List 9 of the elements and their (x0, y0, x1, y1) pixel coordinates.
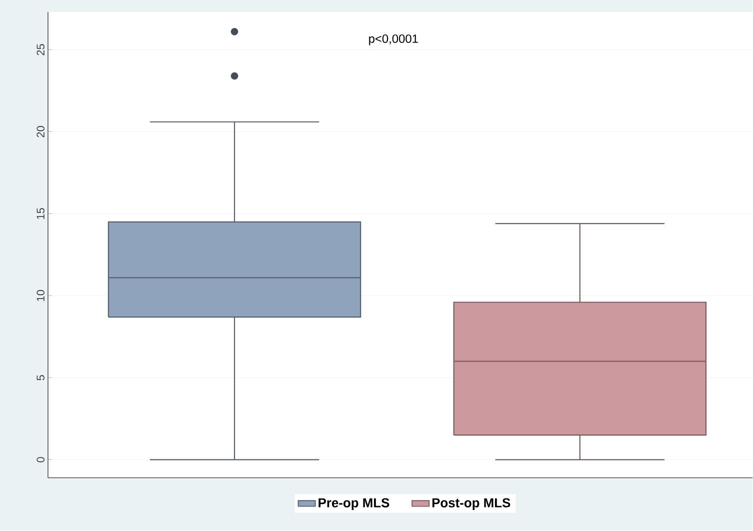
annotation: p<0,0001 (369, 34, 418, 46)
y-tick-label: 20 (36, 126, 44, 138)
legend-label: Pre-op MLS (318, 498, 390, 510)
y-tick-label: 10 (36, 290, 44, 302)
y-tick-label: 0 (36, 457, 44, 462)
y-tick-label: 25 (36, 44, 44, 56)
legend-label: Post-op MLS (432, 498, 510, 510)
y-tick-label: 15 (36, 208, 44, 220)
y-tick-label: 5 (36, 375, 44, 380)
